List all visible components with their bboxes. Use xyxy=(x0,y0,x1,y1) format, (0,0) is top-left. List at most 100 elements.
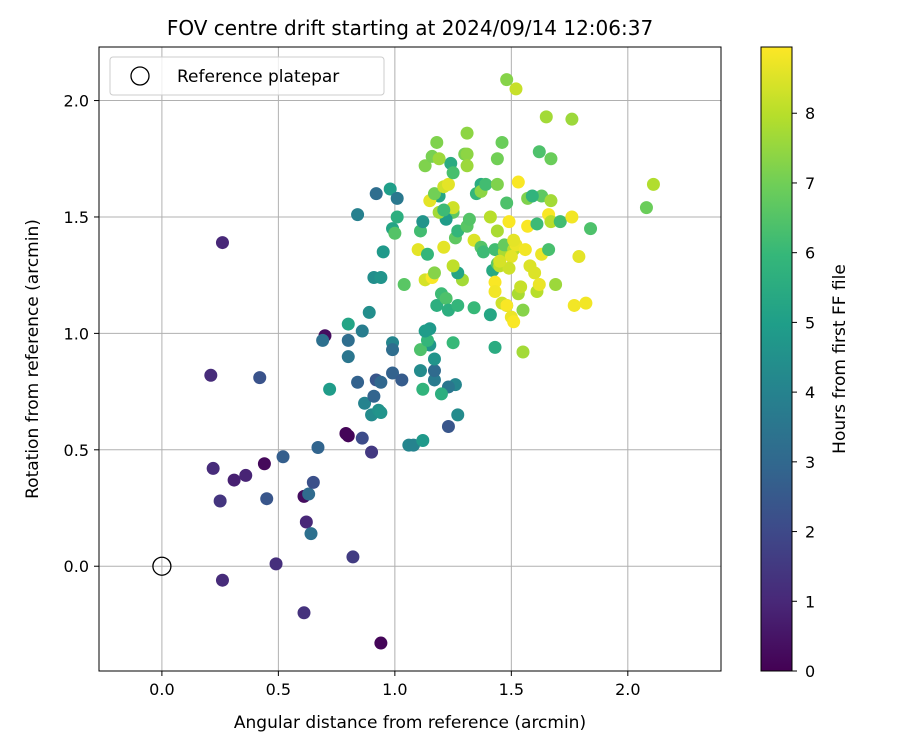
y-tick-label: 0.5 xyxy=(64,441,89,460)
colorbar-tick-label: 6 xyxy=(805,244,815,263)
data-point xyxy=(420,247,434,261)
data-point xyxy=(490,224,504,238)
data-point xyxy=(495,135,509,149)
data-point xyxy=(316,333,330,347)
data-point xyxy=(299,515,313,529)
data-point xyxy=(416,382,430,396)
data-point xyxy=(395,373,409,387)
data-point xyxy=(297,606,311,620)
data-point xyxy=(441,177,455,191)
plot-frame xyxy=(98,46,722,672)
data-point xyxy=(427,187,441,201)
data-point xyxy=(386,343,400,357)
data-point xyxy=(386,366,400,380)
data-point xyxy=(544,215,558,229)
data-point xyxy=(516,345,530,359)
data-point xyxy=(483,210,497,224)
data-point xyxy=(462,212,476,226)
data-point xyxy=(306,475,320,489)
y-axis-label: Rotation from reference (arcmin) xyxy=(23,219,43,499)
data-point xyxy=(427,373,441,387)
data-point xyxy=(446,166,460,180)
data-point xyxy=(567,298,581,312)
y-tick-label: 0.0 xyxy=(64,557,89,576)
data-point xyxy=(346,550,360,564)
y-axis-ticks: 0.0 0.5 1.0 1.5 2.0 xyxy=(64,92,99,576)
data-point xyxy=(341,350,355,364)
data-point xyxy=(565,112,579,126)
data-point xyxy=(528,266,542,280)
data-point xyxy=(460,126,474,140)
legend: Reference platepar xyxy=(109,56,385,96)
data-point xyxy=(427,352,441,366)
data-point xyxy=(460,147,474,161)
data-point xyxy=(430,298,444,312)
data-point xyxy=(374,406,388,420)
data-point xyxy=(646,177,660,191)
colorbar: 0 1 2 3 4 5 6 7 8 Hours from first FF file xyxy=(760,46,850,681)
data-point xyxy=(213,494,227,508)
colorbar-tick-label: 3 xyxy=(805,453,815,472)
data-point xyxy=(446,336,460,350)
data-point xyxy=(388,226,402,240)
data-point xyxy=(341,317,355,331)
legend-marker-icon xyxy=(130,66,150,86)
data-point xyxy=(390,191,404,205)
data-point xyxy=(479,177,493,191)
data-point xyxy=(383,182,397,196)
data-point xyxy=(544,194,558,208)
data-point xyxy=(579,296,593,310)
data-point xyxy=(339,427,353,441)
data-point xyxy=(483,308,497,322)
data-point xyxy=(500,298,514,312)
colorbar-tick-label: 8 xyxy=(805,104,815,123)
data-point xyxy=(490,177,504,191)
data-point xyxy=(572,250,586,264)
data-point xyxy=(427,364,441,378)
data-point xyxy=(304,527,318,541)
colorbar-tick-label: 0 xyxy=(805,662,815,681)
data-point xyxy=(488,284,502,298)
data-point xyxy=(374,375,388,389)
data-point xyxy=(374,271,388,285)
data-point xyxy=(584,222,598,236)
data-point xyxy=(467,301,481,315)
data-point xyxy=(516,303,530,317)
data-point xyxy=(565,210,579,224)
data-point xyxy=(437,203,451,217)
x-tick-label: 0.5 xyxy=(266,680,291,699)
legend-label: Reference platepar xyxy=(177,67,339,87)
data-point xyxy=(530,217,544,231)
data-point xyxy=(514,280,528,294)
data-point xyxy=(358,396,372,410)
y-tick-label: 2.0 xyxy=(64,92,89,111)
data-point xyxy=(204,368,218,382)
data-point xyxy=(416,433,430,447)
data-point xyxy=(376,245,390,259)
y-tick-label: 1.0 xyxy=(64,324,89,343)
data-point xyxy=(502,215,516,229)
data-point xyxy=(476,245,490,259)
data-point xyxy=(355,324,369,338)
data-point xyxy=(504,250,518,264)
data-point xyxy=(365,445,379,459)
data-point xyxy=(500,196,514,210)
data-point xyxy=(439,291,453,305)
x-tick-label: 1.5 xyxy=(499,680,524,699)
x-axis-label: Angular distance from reference (arcmin) xyxy=(234,713,586,733)
data-point xyxy=(418,324,432,338)
data-point xyxy=(206,461,220,475)
data-point xyxy=(374,636,388,650)
data-point xyxy=(215,573,229,587)
data-point xyxy=(539,110,553,124)
data-point xyxy=(451,408,465,422)
data-point xyxy=(253,371,267,385)
colorbar-tick-label: 5 xyxy=(805,313,815,332)
data-point xyxy=(390,210,404,224)
data-point xyxy=(260,492,274,506)
data-point xyxy=(311,440,325,454)
data-point xyxy=(507,315,521,329)
data-point xyxy=(544,152,558,166)
data-point xyxy=(488,275,502,289)
